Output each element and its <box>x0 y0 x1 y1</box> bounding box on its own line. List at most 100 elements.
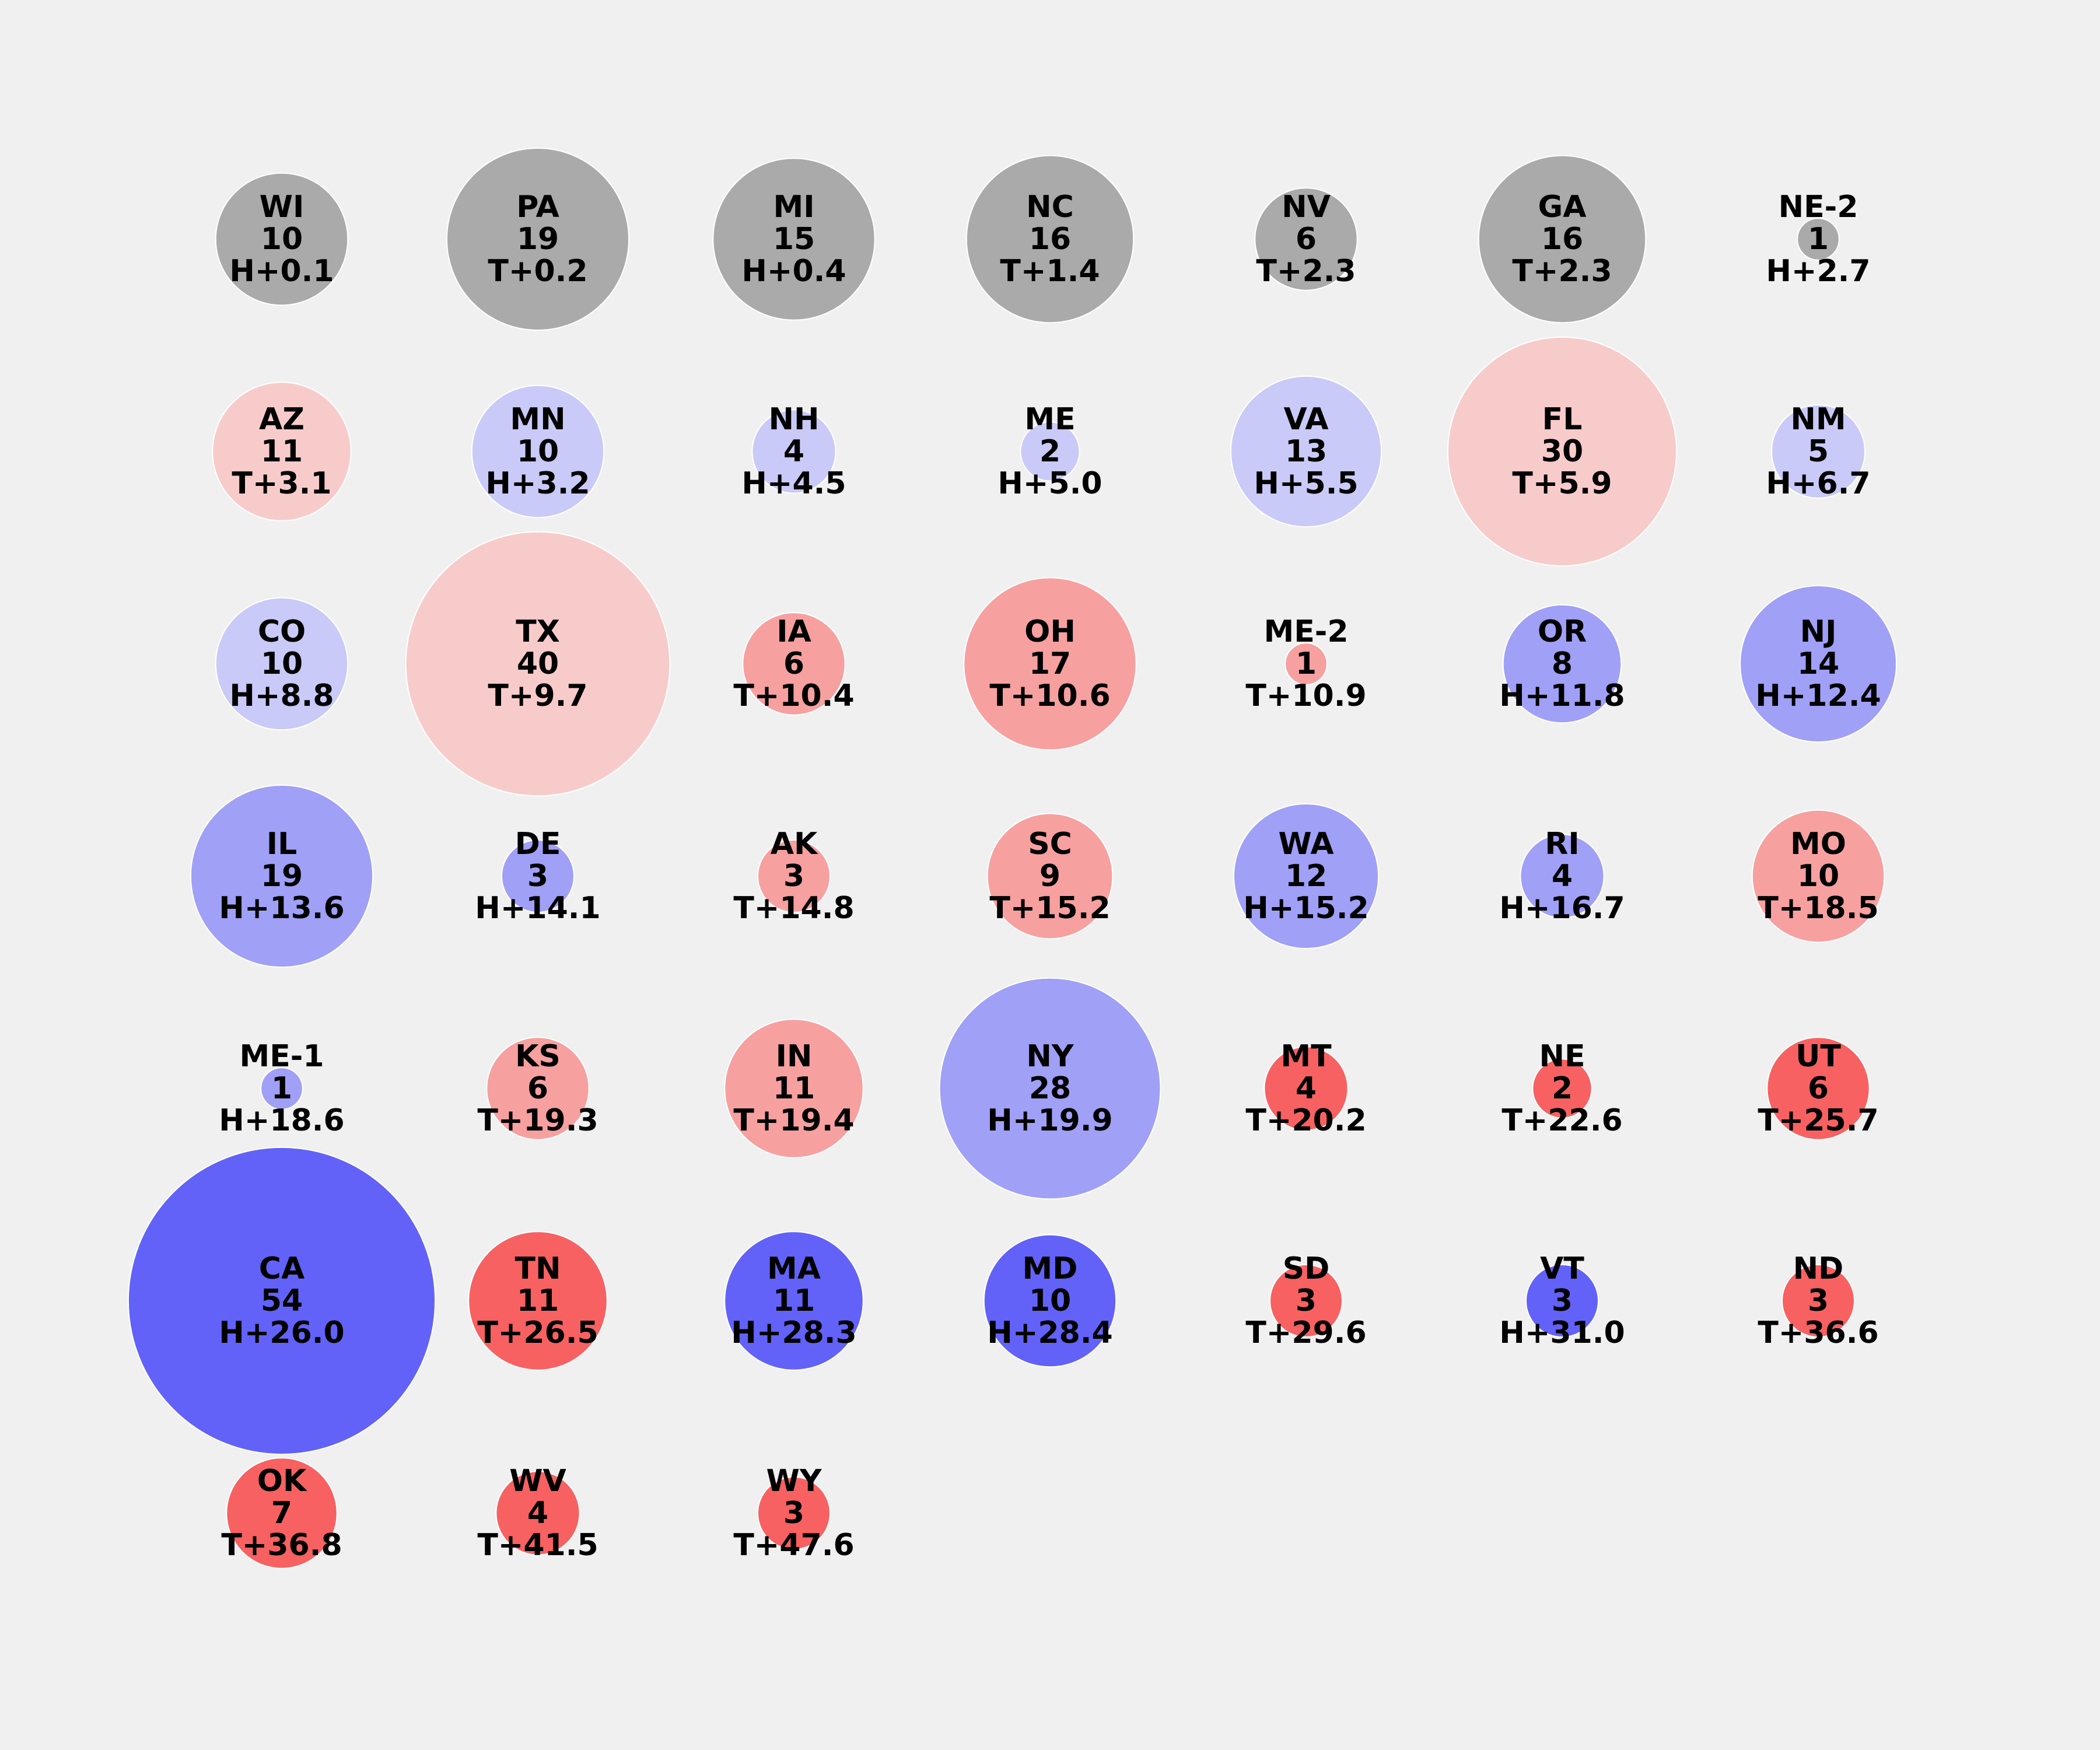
bubble-nc <box>965 155 1135 324</box>
state-label: FL <box>1542 402 1583 437</box>
votes-label: 11 <box>517 1283 559 1318</box>
bubble-label-il: IL 19 H+13.6 <box>219 827 344 926</box>
votes-label: 5 <box>1808 434 1829 469</box>
bubble-label-or: OR 8 H+11.8 <box>1499 614 1625 713</box>
bubble-label-nv: NV 6 T+2.3 <box>1256 190 1356 289</box>
votes-label: 2 <box>1552 1071 1573 1106</box>
bubble-wy <box>757 1476 831 1550</box>
bubble-il <box>190 784 374 968</box>
margin-label: T+19.4 <box>733 1103 854 1138</box>
state-label: NY <box>1026 1039 1074 1074</box>
votes-label: 30 <box>1541 434 1583 469</box>
state-label: WI <box>260 190 304 225</box>
bubble-tx <box>405 531 671 797</box>
state-label: MT <box>1280 1039 1332 1074</box>
bubble-label-pa: PA 19 T+0.2 <box>488 190 587 289</box>
margin-label: T+29.6 <box>1245 1315 1366 1350</box>
state-label: ME-2 <box>1264 614 1348 649</box>
bubble-label-wi: WI 10 H+0.1 <box>229 190 334 289</box>
margin-label: H+5.0 <box>998 466 1102 501</box>
bubble-label-ny: NY 28 H+19.9 <box>987 1039 1112 1138</box>
state-label: MI <box>773 190 814 225</box>
bubble-nj <box>1740 585 1897 743</box>
bubble-label-vt: VT 3 H+31.0 <box>1499 1251 1625 1350</box>
votes-label: 4 <box>1296 1071 1317 1106</box>
votes-label: 3 <box>527 859 548 894</box>
bubble-label-sd: SD 3 T+29.6 <box>1245 1251 1366 1350</box>
votes-label: 16 <box>1029 222 1071 257</box>
state-label: PA <box>516 190 559 225</box>
bubble-label-ca: CA 54 H+26.0 <box>219 1251 344 1350</box>
bubble-label-nc: NC 16 T+1.4 <box>1000 190 1100 289</box>
margin-label: T+18.5 <box>1758 891 1878 926</box>
votes-label: 6 <box>1296 222 1317 257</box>
state-label: MD <box>1023 1251 1078 1286</box>
margin-label: H+11.8 <box>1499 678 1625 713</box>
bubble-nh <box>751 409 836 494</box>
bubble-oh <box>963 577 1137 751</box>
votes-label: 12 <box>1285 859 1327 894</box>
bubble-label-md: MD 10 H+28.4 <box>987 1251 1112 1350</box>
margin-label: H+3.2 <box>485 466 590 501</box>
state-label: OH <box>1024 614 1076 649</box>
bubble-label-ut: UT 6 T+25.7 <box>1758 1039 1878 1138</box>
bubble-label-mt: MT 4 T+20.2 <box>1245 1039 1366 1138</box>
margin-label: T+14.8 <box>733 891 854 926</box>
bubble-ma <box>724 1231 864 1371</box>
bubble-ks <box>486 1037 590 1140</box>
margin-label: H+2.7 <box>1766 254 1870 289</box>
votes-label: 3 <box>1296 1283 1317 1318</box>
bubble-mn <box>471 384 605 519</box>
bubble-co <box>215 597 349 731</box>
bubble-label-me-1: ME-1 1 H+18.6 <box>219 1039 344 1138</box>
votes-label: 19 <box>261 859 303 894</box>
bubble-layer <box>127 147 1897 1569</box>
margin-label: T+20.2 <box>1245 1103 1366 1138</box>
bubble-me-2 <box>1284 642 1328 685</box>
bubble-nm <box>1770 404 1866 499</box>
votes-label: 1 <box>1296 646 1317 681</box>
bubble-ny <box>939 977 1161 1200</box>
votes-label: 17 <box>1029 646 1071 681</box>
bubble-mi <box>712 158 876 321</box>
votes-label: 3 <box>783 1496 804 1531</box>
bubble-label-ok: OK 7 T+36.8 <box>221 1464 342 1563</box>
state-label: OR <box>1538 614 1587 649</box>
bubble-pa <box>446 147 630 331</box>
votes-label: 3 <box>1808 1283 1829 1318</box>
bubble-label-fl: FL 30 T+5.9 <box>1512 402 1612 501</box>
bubble-vt <box>1525 1264 1600 1338</box>
margin-label: H+0.1 <box>229 254 334 289</box>
state-label: IL <box>267 827 297 862</box>
margin-label: T+26.5 <box>477 1315 598 1350</box>
votes-label: 11 <box>773 1283 815 1318</box>
bubble-label-sc: SC 9 T+15.2 <box>989 827 1110 926</box>
votes-label: 40 <box>517 646 559 681</box>
votes-label: 28 <box>1029 1071 1071 1106</box>
margin-label: H+19.9 <box>987 1103 1112 1138</box>
margin-label: H+13.6 <box>219 891 344 926</box>
bubble-ne <box>1532 1058 1592 1119</box>
bubble-ri <box>1520 834 1605 919</box>
margin-label: H+4.5 <box>741 466 846 501</box>
bubble-label-ia: IA 6 T+10.4 <box>733 614 854 713</box>
bubble-ga <box>1478 155 1647 324</box>
bubble-label-ak: AK 3 T+14.8 <box>733 827 854 926</box>
bubble-md <box>983 1234 1117 1368</box>
votes-label: 14 <box>1797 646 1839 681</box>
margin-label: T+36.8 <box>221 1528 342 1563</box>
margin-label: H+5.5 <box>1254 466 1358 501</box>
state-label: SC <box>1028 827 1072 862</box>
margin-label: T+1.4 <box>1000 254 1100 289</box>
votes-label: 1 <box>1808 222 1829 257</box>
votes-label: 19 <box>517 222 559 257</box>
state-label: KS <box>515 1039 561 1074</box>
state-label: SD <box>1283 1251 1330 1286</box>
margin-label: T+3.1 <box>232 466 331 501</box>
bubble-label-tn: TN 11 T+26.5 <box>477 1251 598 1350</box>
votes-label: 2 <box>1040 434 1060 469</box>
bubble-nv <box>1254 187 1358 291</box>
bubble-me <box>1020 421 1080 482</box>
bubble-label-in: IN 11 T+19.4 <box>733 1039 854 1138</box>
bubble-label-mo: MO 10 T+18.5 <box>1758 827 1878 926</box>
